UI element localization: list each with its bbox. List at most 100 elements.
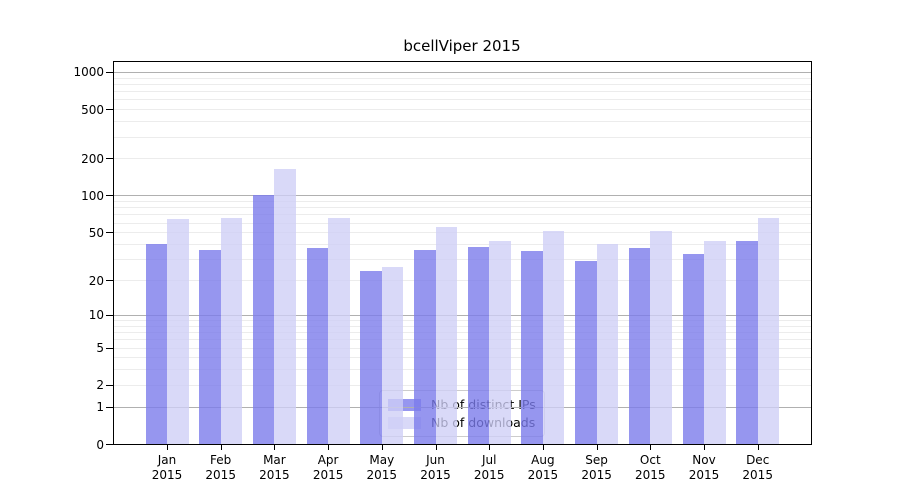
minor-gridline (114, 259, 811, 261)
minor-gridline (114, 325, 811, 327)
minor-gridline (114, 369, 811, 371)
bar-distinct-ips (199, 249, 221, 444)
y-tick-mark (106, 109, 113, 111)
x-tick-mark (704, 445, 705, 450)
x-tick-label: Aug 2015 (527, 453, 559, 482)
y-tick-mark (106, 71, 113, 73)
bar-downloads (328, 217, 350, 444)
minor-gridline (114, 109, 811, 111)
bar-downloads (220, 217, 243, 444)
bar-downloads (704, 241, 726, 444)
bar-distinct-ips (145, 244, 167, 444)
y-tick-label: 10 (88, 308, 104, 323)
bar-distinct-ips (682, 254, 704, 444)
minor-gridline (114, 121, 811, 123)
legend-row-ips: Nb of distinct IPs (388, 397, 536, 412)
bar-distinct-ips (467, 246, 490, 444)
minor-gridline (114, 207, 811, 209)
bar-distinct-ips (736, 241, 758, 444)
minor-gridline (114, 244, 811, 245)
x-tick-label: Jun 2015 (420, 453, 451, 482)
bar-downloads (167, 219, 189, 444)
y-tick-label: 1000 (73, 65, 104, 80)
bar-downloads (542, 231, 565, 444)
minor-gridline (114, 339, 811, 341)
x-tick-label: May 2015 (366, 453, 398, 482)
x-tick-label: Oct 2015 (635, 453, 666, 482)
minor-gridline (114, 222, 811, 224)
x-tick-mark (220, 445, 222, 450)
y-tick-mark (106, 314, 113, 316)
bar-distinct-ips (628, 248, 651, 444)
x-tick-label: Feb 2015 (205, 453, 236, 482)
major-gridline (114, 71, 811, 73)
y-tick-mark (106, 384, 113, 386)
y-tick-label: 50 (88, 225, 104, 240)
y-tick-mark (106, 158, 113, 160)
axis-right-spine (811, 61, 813, 444)
x-tick-label: Nov 2015 (688, 453, 720, 482)
minor-gridline (114, 201, 811, 203)
minor-gridline (114, 91, 811, 93)
minor-gridline (114, 332, 811, 334)
minor-gridline (114, 214, 811, 216)
x-tick-label: Jul 2015 (473, 453, 505, 482)
x-tick-mark (328, 445, 330, 450)
x-tick-mark (489, 445, 491, 450)
x-tick-label: Jan 2015 (151, 453, 183, 482)
y-tick-mark (106, 406, 113, 408)
y-tick-mark (106, 195, 113, 197)
bar-distinct-ips (306, 248, 329, 444)
y-tick-label: 2 (96, 378, 104, 393)
minor-gridline (114, 77, 811, 79)
legend-row-downloads: Nb of downloads (388, 415, 536, 430)
y-tick-mark (106, 232, 113, 234)
major-gridline (114, 314, 811, 316)
bar-downloads (274, 168, 296, 444)
minor-gridline (114, 347, 811, 349)
y-tick-mark (106, 280, 113, 282)
x-tick-label: Dec 2015 (742, 453, 773, 482)
y-tick-mark (106, 347, 113, 349)
y-tick-label: 5 (96, 341, 104, 355)
minor-gridline (114, 384, 811, 386)
bar-downloads (650, 231, 672, 444)
bar-distinct-ips (360, 270, 382, 444)
x-tick-label: Sep 2015 (581, 453, 612, 482)
bar-distinct-ips (521, 251, 543, 444)
bar-distinct-ips (252, 194, 275, 444)
y-tick-mark (106, 444, 113, 445)
x-tick-mark (167, 445, 168, 450)
minor-gridline (114, 83, 811, 85)
minor-gridline (114, 136, 811, 138)
x-tick-mark (542, 445, 544, 450)
x-tick-mark (650, 445, 652, 450)
minor-gridline (114, 99, 811, 101)
bar-downloads (381, 266, 404, 444)
chart-title: bcellViper 2015 (403, 37, 521, 55)
x-tick-mark (274, 445, 276, 450)
y-tick-label: 500 (81, 102, 104, 117)
axis-left-spine (113, 61, 115, 444)
minor-gridline (114, 280, 811, 282)
major-gridline (114, 406, 811, 408)
minor-gridline (114, 357, 811, 359)
y-tick-label: 20 (88, 273, 104, 288)
y-tick-label: 200 (81, 151, 104, 166)
x-tick-mark (435, 445, 437, 450)
bar-downloads (596, 244, 619, 444)
legend: Nb of distinct IPs Nb of downloads (379, 390, 545, 437)
x-tick-mark (381, 445, 383, 450)
y-tick-label: 100 (81, 188, 104, 203)
x-tick-label: Apr 2015 (312, 453, 344, 482)
minor-gridline (114, 232, 811, 234)
y-tick-label: 1 (96, 400, 104, 415)
bar-downloads (757, 218, 780, 444)
x-tick-mark (757, 445, 759, 450)
x-tick-mark (596, 445, 598, 450)
bar-downloads (435, 227, 457, 444)
x-tick-label: Mar 2015 (259, 453, 290, 482)
bar-distinct-ips (414, 249, 436, 444)
axis-bottom-spine (113, 444, 812, 446)
